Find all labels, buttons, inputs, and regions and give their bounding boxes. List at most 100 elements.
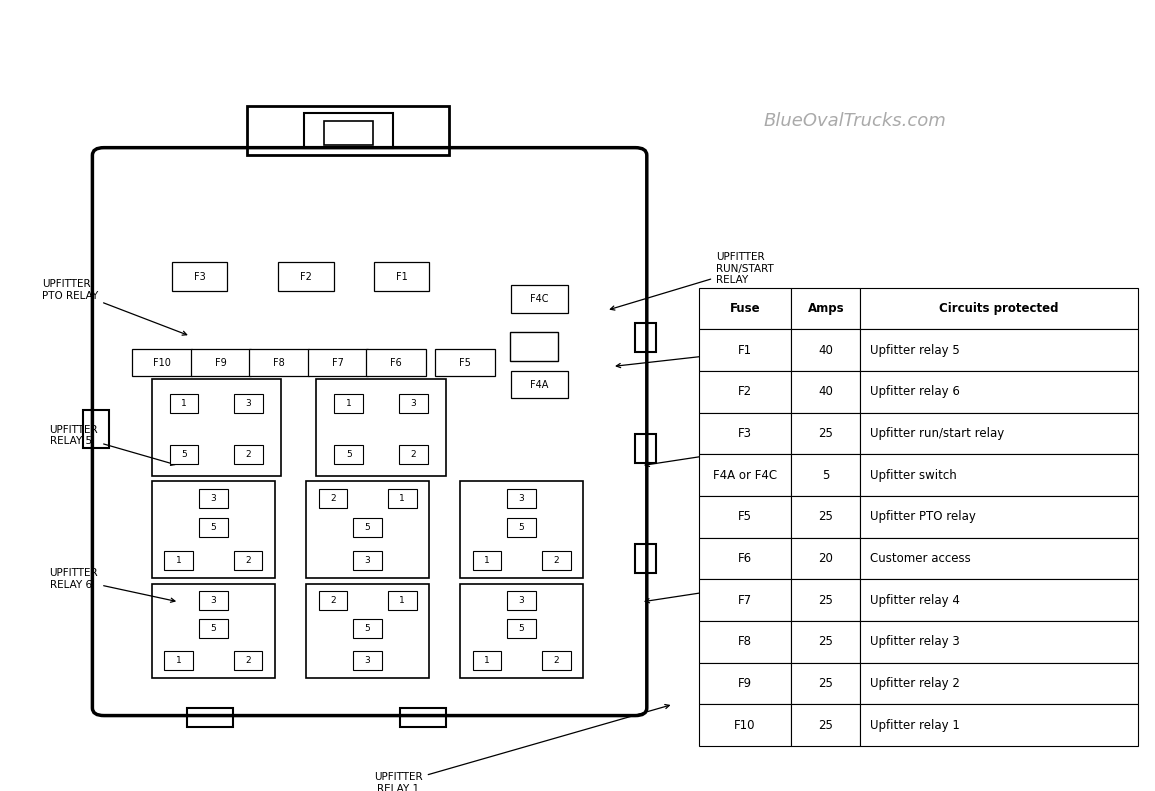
Bar <box>699 329 791 371</box>
Text: 25: 25 <box>819 510 833 524</box>
Text: 25: 25 <box>819 593 833 607</box>
Text: Upfitter relay 6: Upfitter relay 6 <box>870 385 960 399</box>
Bar <box>460 584 583 678</box>
Bar <box>507 591 536 610</box>
Bar <box>319 490 348 509</box>
Bar <box>635 324 656 352</box>
Bar <box>507 619 536 638</box>
Bar <box>233 551 262 570</box>
Bar <box>860 538 1138 579</box>
Text: F8: F8 <box>274 358 285 368</box>
Bar <box>334 394 363 413</box>
Text: 5: 5 <box>210 524 216 532</box>
Bar <box>860 288 1138 329</box>
Bar <box>511 371 568 398</box>
Text: 1: 1 <box>400 596 405 605</box>
Text: 3: 3 <box>246 399 252 408</box>
Text: F8: F8 <box>738 635 752 649</box>
Bar <box>791 413 860 454</box>
Bar <box>860 413 1138 454</box>
Text: F1: F1 <box>738 344 752 357</box>
Bar <box>791 663 860 704</box>
Text: Amps: Amps <box>807 302 844 315</box>
Bar <box>542 651 571 670</box>
Bar <box>388 490 417 509</box>
Bar <box>164 551 193 570</box>
Bar <box>507 490 536 509</box>
FancyBboxPatch shape <box>92 148 647 716</box>
Bar <box>791 496 860 538</box>
Bar <box>435 349 495 377</box>
Text: 3: 3 <box>210 596 216 605</box>
Bar <box>791 704 860 746</box>
Text: F6: F6 <box>738 552 752 565</box>
Bar <box>199 619 228 638</box>
Text: F9: F9 <box>738 677 752 690</box>
Text: 20: 20 <box>819 552 833 565</box>
Text: 25: 25 <box>819 718 833 732</box>
Text: 25: 25 <box>819 635 833 649</box>
Bar <box>509 332 558 361</box>
Bar <box>860 454 1138 496</box>
Text: Circuits protected: Circuits protected <box>939 302 1059 315</box>
Text: 3: 3 <box>410 399 416 408</box>
Text: Upfitter relay 2: Upfitter relay 2 <box>870 677 960 690</box>
Bar <box>172 263 228 291</box>
Text: 3: 3 <box>210 494 216 503</box>
Bar <box>860 704 1138 746</box>
Text: Upfitter relay 1: Upfitter relay 1 <box>870 718 960 732</box>
Bar <box>83 411 109 448</box>
Text: 3: 3 <box>519 596 524 605</box>
Bar <box>635 544 656 573</box>
Text: F4A or F4C: F4A or F4C <box>713 468 777 482</box>
Bar <box>400 708 446 727</box>
Bar <box>542 551 571 570</box>
Bar <box>699 538 791 579</box>
Text: UPFITTER
RELAY 3: UPFITTER RELAY 3 <box>646 576 765 603</box>
Text: 5: 5 <box>519 624 524 634</box>
Bar <box>304 113 393 148</box>
Bar <box>699 371 791 413</box>
Bar <box>699 663 791 704</box>
Bar <box>316 379 446 476</box>
Bar <box>319 591 348 610</box>
Text: Upfitter PTO relay: Upfitter PTO relay <box>870 510 976 524</box>
Text: F7: F7 <box>738 593 752 607</box>
Bar <box>791 454 860 496</box>
Text: 40: 40 <box>819 385 833 399</box>
Bar <box>249 349 310 377</box>
Bar <box>472 551 501 570</box>
Text: F10: F10 <box>735 718 755 732</box>
Bar <box>388 591 417 610</box>
Text: 1: 1 <box>484 657 490 665</box>
Bar <box>791 329 860 371</box>
Text: F3: F3 <box>194 272 206 282</box>
Text: 3: 3 <box>519 494 524 503</box>
Text: UPFITTER
RELAY 5: UPFITTER RELAY 5 <box>50 425 176 465</box>
Text: F2: F2 <box>300 272 312 282</box>
Text: Fuse: Fuse <box>730 302 760 315</box>
Text: 2: 2 <box>245 556 251 566</box>
Text: F4A: F4A <box>530 380 549 390</box>
Text: Customer access: Customer access <box>870 552 970 565</box>
Text: 1: 1 <box>400 494 405 503</box>
Bar <box>133 349 193 377</box>
Bar <box>164 651 193 670</box>
Bar <box>334 445 363 464</box>
Text: F2: F2 <box>738 385 752 399</box>
Text: 5: 5 <box>345 450 351 459</box>
Bar <box>791 371 860 413</box>
Text: 1: 1 <box>345 399 351 408</box>
Bar <box>791 288 860 329</box>
Bar <box>353 651 382 670</box>
Bar <box>234 394 263 413</box>
Text: F4C: F4C <box>530 294 549 304</box>
Text: 5: 5 <box>365 624 371 634</box>
Bar <box>699 288 791 329</box>
Bar <box>511 286 568 312</box>
Text: F5: F5 <box>738 510 752 524</box>
Text: UPFITTER
PTO RELAY: UPFITTER PTO RELAY <box>42 279 187 335</box>
Text: F5: F5 <box>460 358 471 368</box>
Text: UPFITTER
RELAY 1: UPFITTER RELAY 1 <box>374 705 669 791</box>
Text: 3: 3 <box>365 657 371 665</box>
